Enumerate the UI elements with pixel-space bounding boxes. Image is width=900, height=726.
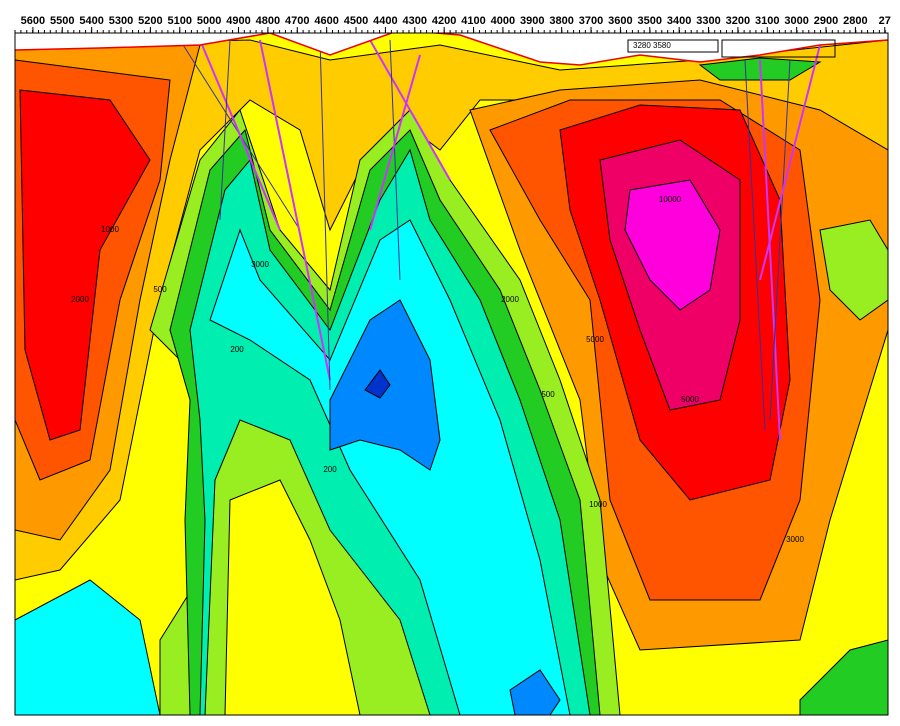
- contour-band: [224, 479, 361, 715]
- x-tick-label: 4600: [314, 15, 338, 27]
- x-tick-label: 3900: [520, 15, 544, 27]
- annotation-box: [721, 39, 836, 58]
- borehole: [769, 59, 791, 421]
- x-tick-label: 5400: [79, 15, 103, 27]
- contour-plot: 200 200 500 500 1000 1000 2000 2000 3000 3000 5000…: [15, 33, 888, 715]
- x-tick-label: 3700: [579, 15, 603, 27]
- contour-band: [19, 89, 151, 441]
- borehole: [199, 39, 281, 231]
- x-tick-label: 3600: [608, 15, 632, 27]
- contour-label: 10000: [659, 195, 682, 204]
- annotation-box: [627, 39, 719, 53]
- borehole: [744, 59, 766, 431]
- contour-band: [624, 179, 721, 311]
- borehole: [219, 39, 231, 221]
- contour-band: [509, 669, 561, 715]
- contour-band: [364, 369, 391, 399]
- contour-label: 3000: [786, 535, 804, 544]
- x-tick-label: 4300: [403, 15, 427, 27]
- borehole: [759, 59, 781, 441]
- contour-label: 5000: [681, 395, 699, 404]
- contour-label: 3000: [251, 260, 269, 269]
- borehole: [319, 39, 331, 391]
- contour-label: 2000: [501, 295, 519, 304]
- contour-label: 2000: [71, 295, 89, 304]
- contour-label: 500: [541, 390, 555, 399]
- x-tick-label: 5500: [50, 15, 74, 27]
- x-tick-label: 4800: [256, 15, 280, 27]
- x-tick-label: 5300: [109, 15, 133, 27]
- borehole: [369, 54, 421, 231]
- x-tick-label: 4900: [226, 15, 250, 27]
- x-tick-label: 3200: [726, 15, 750, 27]
- annotation: 3280 3580: [633, 41, 671, 50]
- x-tick-label: 3500: [638, 15, 662, 27]
- contour-label: 1000: [589, 500, 607, 509]
- x-tick-label: 4100: [461, 15, 485, 27]
- x-tick-label: 5000: [197, 15, 221, 27]
- contour-label: 5000: [586, 335, 604, 344]
- contour-band: [799, 639, 888, 715]
- x-axis: 5600 5500 5400 5300 5200 5100 5000 4900 4800 4700…: [14, 15, 891, 34]
- x-tick-label: 3100: [755, 15, 779, 27]
- contour-label: 200: [323, 465, 337, 474]
- contour-label: 500: [153, 285, 167, 294]
- x-tick-label: 4200: [432, 15, 456, 27]
- x-tick-label: 5100: [168, 15, 192, 27]
- x-tick-label: 2900: [814, 15, 838, 27]
- contour-label: 200: [230, 345, 244, 354]
- x-tick-label: 3400: [667, 15, 691, 27]
- borehole: [389, 39, 401, 281]
- x-tick-label: 4000: [491, 15, 515, 27]
- x-tick-label: 5200: [138, 15, 162, 27]
- x-tick-label: 2800: [843, 15, 867, 27]
- contour-band: [819, 219, 888, 321]
- x-tick-label: 27: [879, 15, 891, 27]
- topography-line: [15, 33, 888, 66]
- x-tick-label: 4400: [373, 15, 397, 27]
- borehole: [369, 39, 451, 181]
- x-tick-label: 4700: [285, 15, 309, 27]
- x-tick-label: 3000: [784, 15, 808, 27]
- borehole: [259, 39, 331, 381]
- plot-border: [14, 32, 889, 716]
- x-tick-label: 3800: [549, 15, 573, 27]
- contour-band: [15, 579, 161, 715]
- contour-label: 1000: [101, 225, 119, 234]
- x-tick-label: 5600: [21, 15, 45, 27]
- x-tick-label: 3300: [696, 15, 720, 27]
- borehole: [759, 44, 821, 281]
- x-tick-label: 4500: [344, 15, 368, 27]
